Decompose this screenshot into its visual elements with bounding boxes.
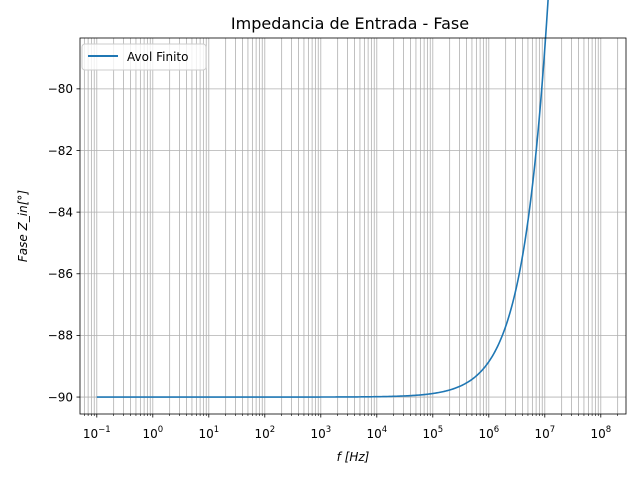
- x-tick-label: 107: [534, 425, 555, 441]
- series-line-avol-finito: [96, 0, 549, 398]
- x-tick-label: 102: [254, 425, 275, 441]
- chart-title: Impedancia de Entrada - Fase: [231, 14, 469, 33]
- grid: [80, 38, 626, 414]
- x-tick-label: 103: [310, 425, 331, 441]
- y-tick-label: −84: [48, 205, 73, 219]
- x-tick-label: 104: [366, 425, 387, 441]
- x-axis-label: f [Hz]: [337, 450, 370, 464]
- y-tick-label: −80: [48, 82, 73, 96]
- legend-label-avol-finito: Avol Finito: [127, 50, 188, 64]
- x-tick-label: 101: [198, 425, 219, 441]
- y-axis-label: Fase Z_in[°]: [16, 190, 30, 263]
- plot-frame: [79, 37, 627, 415]
- x-tick-label: 106: [478, 425, 499, 441]
- series-layer: [96, 0, 549, 398]
- y-tick-label: −82: [48, 144, 73, 158]
- y-tick-label: −86: [48, 267, 73, 281]
- x-tick-label: 100: [142, 425, 163, 441]
- y-tick-label: −88: [48, 329, 73, 343]
- x-tick-label: 105: [422, 425, 443, 441]
- x-tick-label: 10−1: [83, 425, 111, 441]
- legend: Avol Finito: [81, 43, 207, 71]
- ticks: −90 −88 −86 −84 −82 −80 10−1 100 101 102 103 104 105…: [48, 82, 618, 441]
- legend-box: [81, 43, 207, 71]
- x-tick-label: 108: [590, 425, 611, 441]
- y-tick-label: −90: [48, 390, 73, 404]
